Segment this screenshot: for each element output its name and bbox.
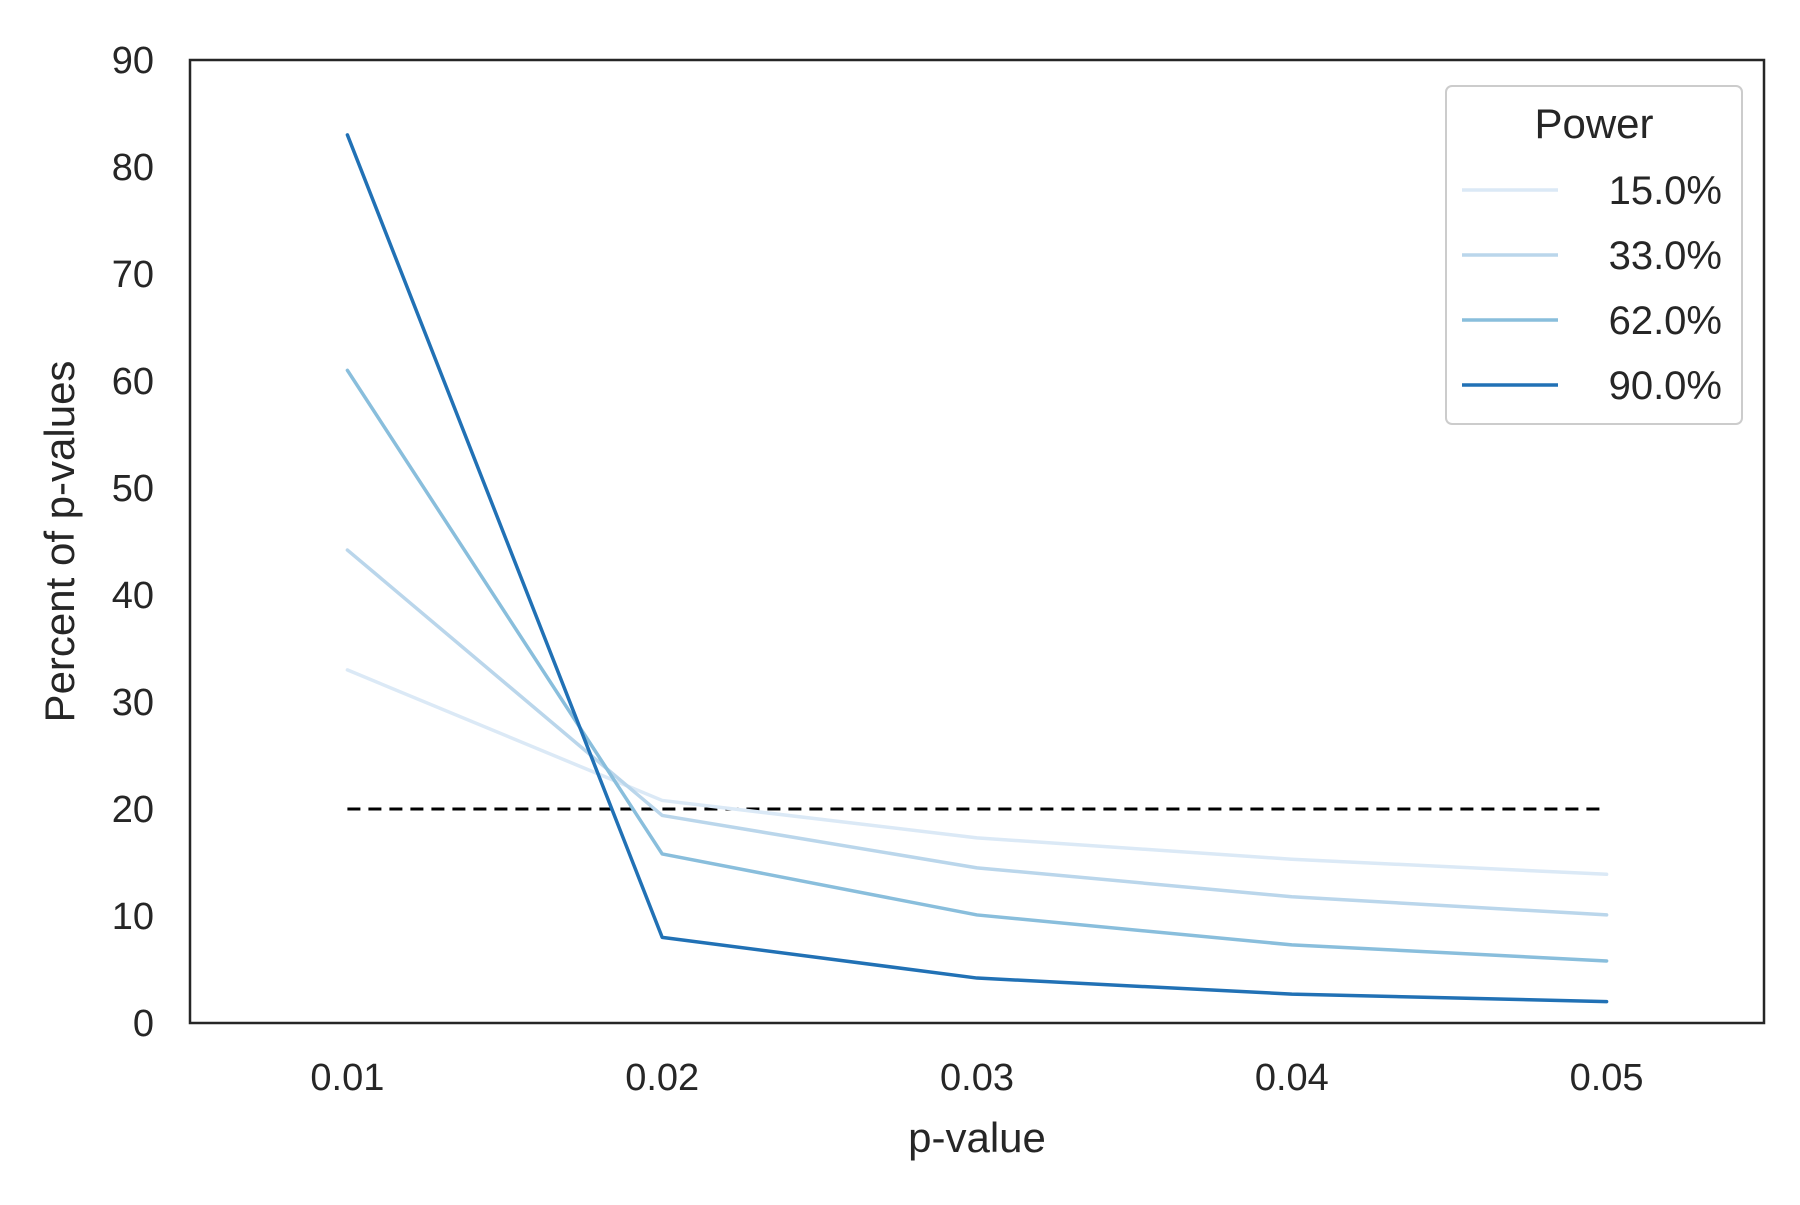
y-tick-label: 70	[112, 254, 154, 296]
y-tick-label: 30	[112, 682, 154, 724]
axes-frame	[188, 58, 1766, 1025]
x-tick-label: 0.01	[310, 1057, 384, 1099]
y-tick-label: 0	[133, 1003, 154, 1045]
y-tick-label: 40	[112, 575, 154, 617]
x-tick-label: 0.03	[940, 1057, 1014, 1099]
plot-area	[345, 133, 1609, 1004]
series-line-1	[345, 668, 1609, 877]
y-tick-label: 60	[112, 361, 154, 403]
axes: 0.01 0.02 0.03 0.04 0.05 0 10 20 30 40 50 60 70 80 90	[112, 40, 1766, 1099]
legend-label: 90.0%	[1609, 364, 1722, 408]
legend: Power 15.0% 33.0% 62.0% 90.0%	[1445, 85, 1743, 425]
y-axis-label: Percent of p-values	[36, 361, 83, 723]
y-tick-label: 90	[112, 40, 154, 82]
y-tick-label: 50	[112, 468, 154, 510]
x-axis-label: p-value	[908, 1114, 1046, 1161]
y-tick-label: 80	[112, 147, 154, 189]
series-line-4	[345, 133, 1609, 1004]
legend-box	[1445, 85, 1743, 425]
x-tick-label: 0.05	[1570, 1057, 1644, 1099]
legend-label: 15.0%	[1609, 169, 1722, 213]
legend-title: Power	[1534, 100, 1653, 147]
y-tick-label: 10	[112, 896, 154, 938]
x-tick-label: 0.02	[625, 1057, 699, 1099]
legend-label: 33.0%	[1609, 234, 1722, 278]
series-line-2	[345, 548, 1609, 917]
series-line-3	[345, 368, 1609, 963]
x-tick-label: 0.04	[1255, 1057, 1329, 1099]
legend-label: 62.0%	[1609, 299, 1722, 343]
y-tick-label: 20	[112, 789, 154, 831]
